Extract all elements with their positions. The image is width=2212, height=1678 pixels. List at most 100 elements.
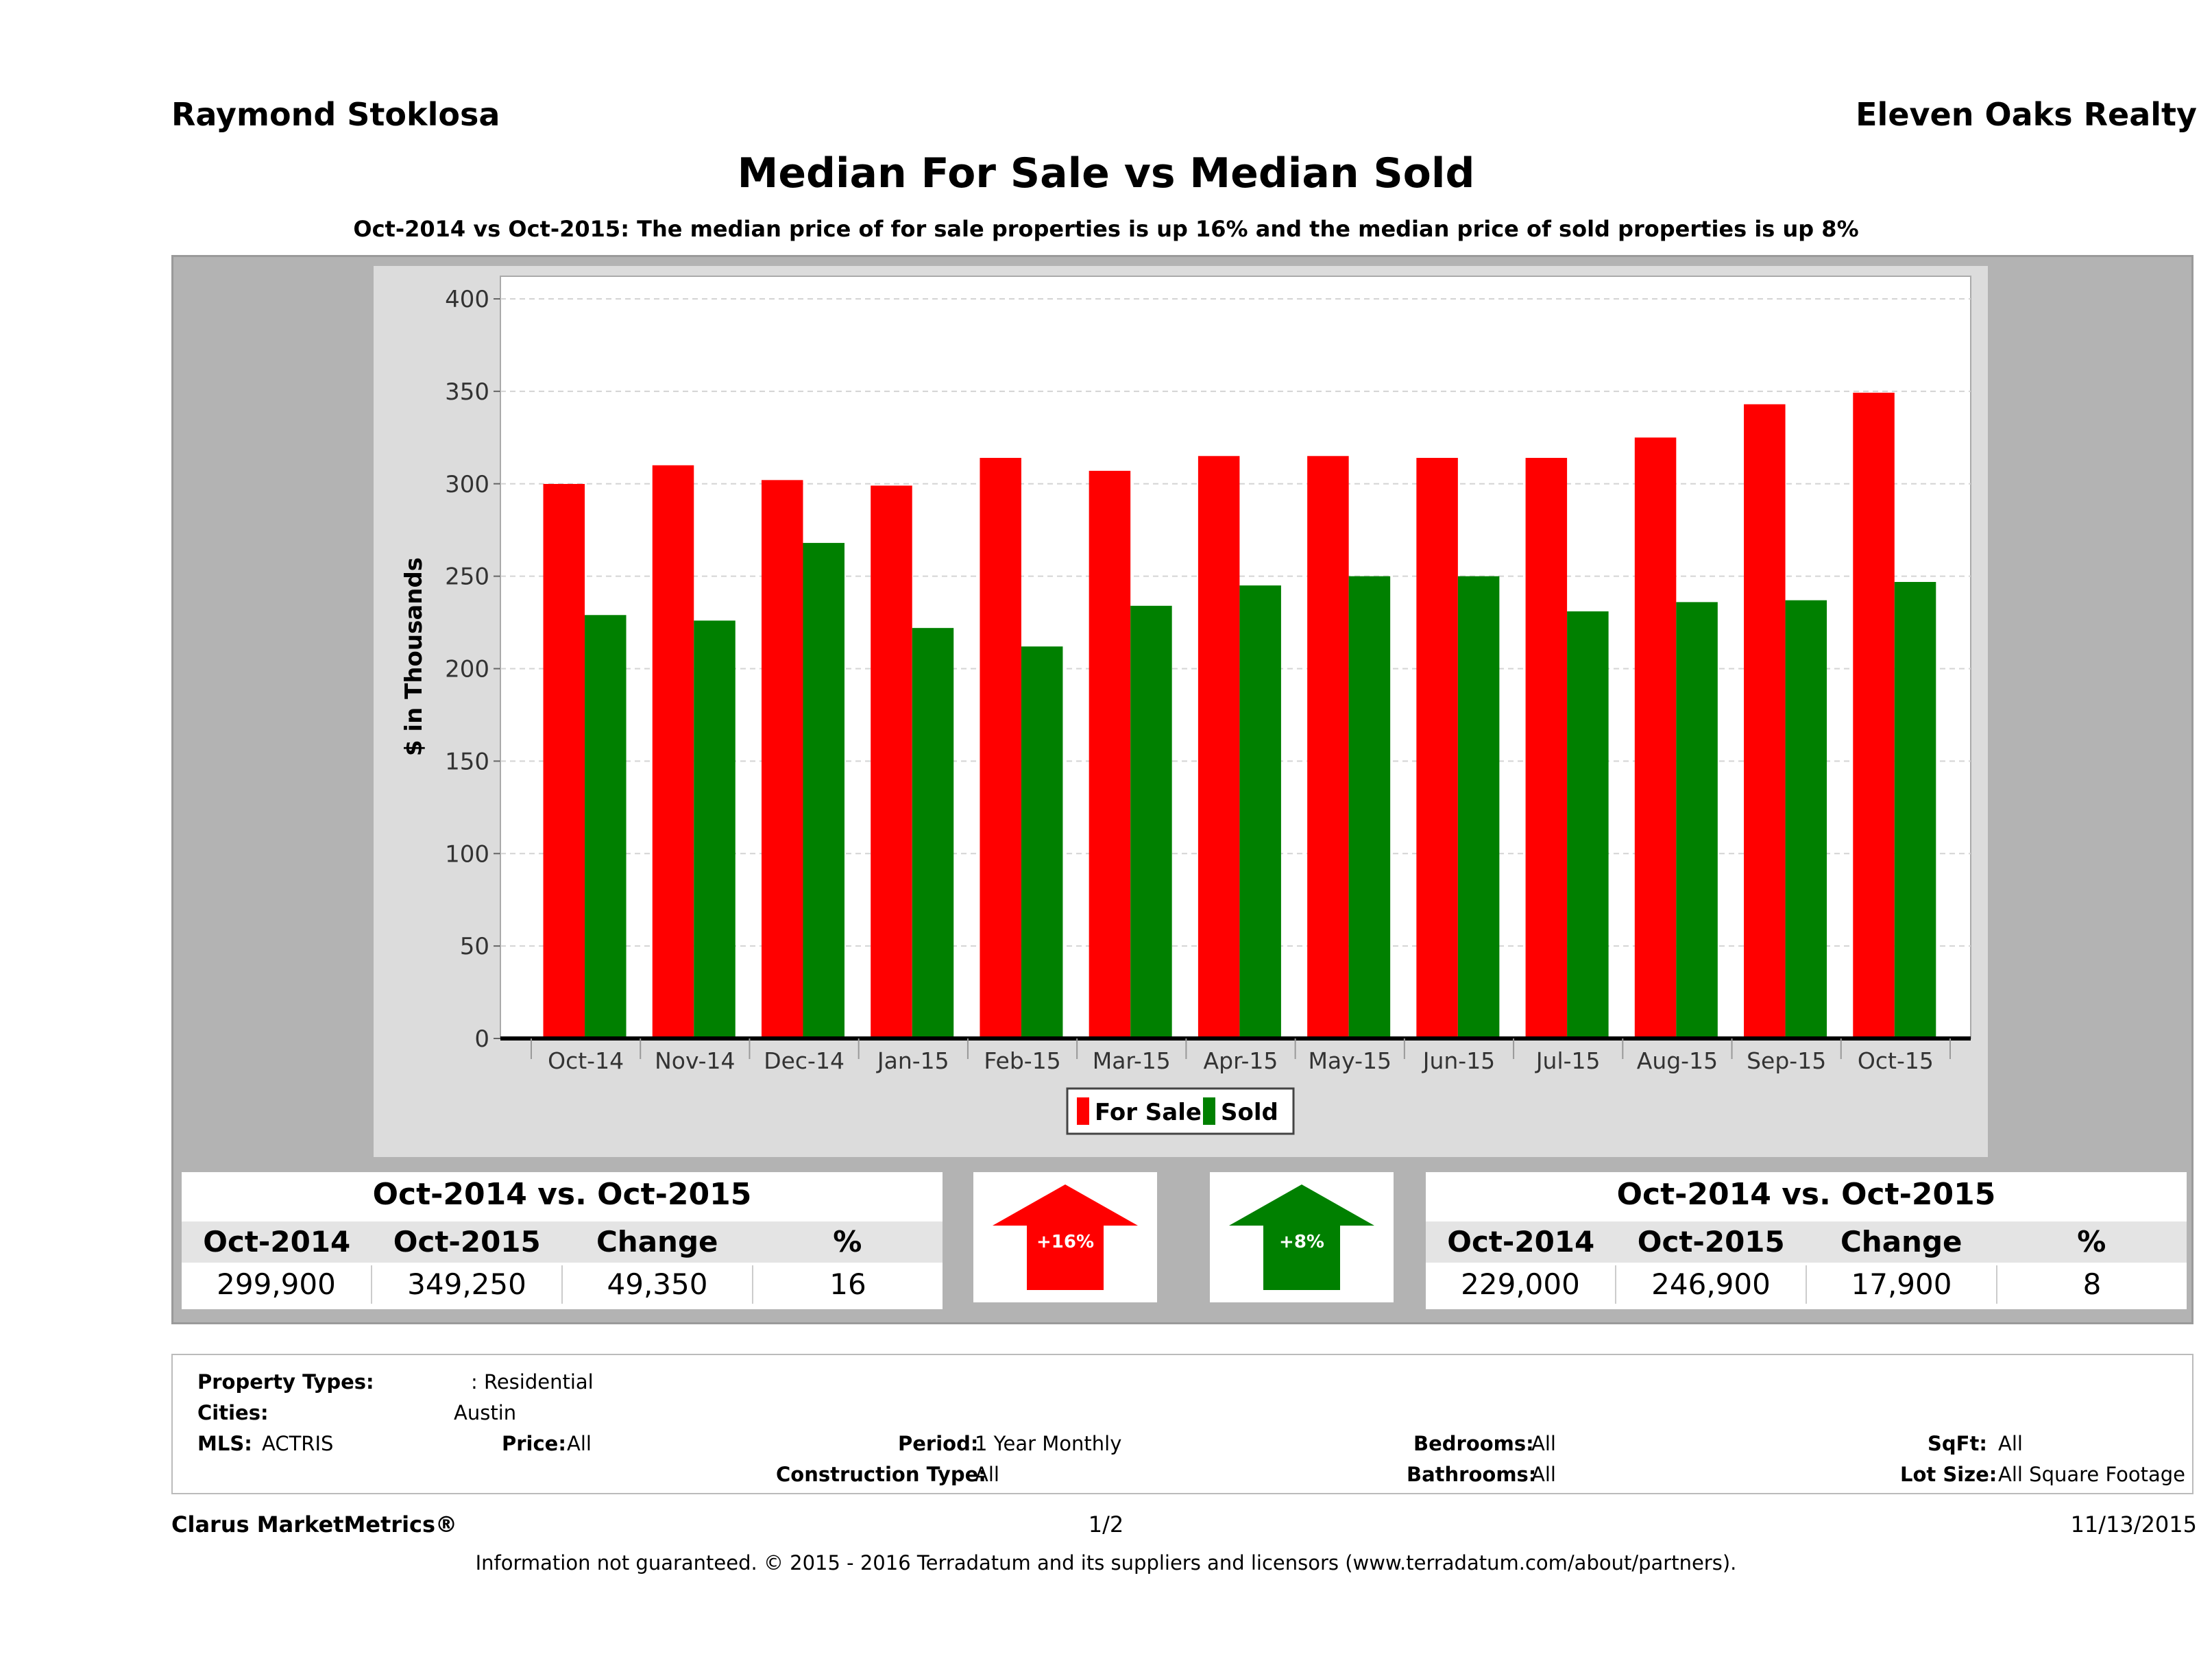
bar-sold	[912, 628, 954, 1038]
cities-label: Cities:	[197, 1401, 269, 1424]
sqft-label: SqFt:	[1928, 1432, 1987, 1455]
bar-sold	[1130, 605, 1172, 1038]
bar-sold	[585, 615, 627, 1038]
x-tick-label: Oct-14	[548, 1047, 624, 1074]
bar-sold	[694, 620, 736, 1038]
bar-sold	[1457, 576, 1500, 1038]
x-tick-label: Jun-15	[1422, 1047, 1495, 1074]
x-tick-label: Dec-14	[764, 1047, 844, 1074]
stats-table-sold: Oct-2014 vs. Oct-2015 Oct-2014 Oct-2015 …	[1426, 1172, 2187, 1309]
bar-for-sale	[543, 484, 585, 1038]
val-change: 49,350	[563, 1265, 753, 1304]
x-tick-label: Jul-15	[1535, 1047, 1601, 1074]
y-tick-label: 50	[460, 933, 489, 960]
bar-for-sale	[652, 465, 694, 1038]
sqft-value: All	[1998, 1432, 2023, 1455]
val-oct-2014: 229,000	[1426, 1265, 1616, 1304]
col-change: Change	[596, 1225, 718, 1258]
y-tick-label: 150	[445, 748, 489, 775]
disclaimer: Information not guaranteed. © 2015 - 201…	[475, 1551, 1737, 1574]
legend: For Sale Sold	[1066, 1087, 1295, 1135]
val-change: 17,900	[1807, 1265, 1997, 1304]
bathrooms-value: All	[1531, 1463, 1556, 1486]
val-percent: 8	[2082, 1267, 2102, 1301]
page-subtitle: Oct-2014 vs Oct-2015: The median price o…	[353, 216, 1859, 242]
lot-size-value: All Square Footage	[1998, 1463, 2186, 1486]
bar-for-sale	[1416, 457, 1458, 1038]
bar-sold	[803, 543, 844, 1038]
x-tick-label: Sep-15	[1747, 1047, 1826, 1074]
arrow-up-icon	[1229, 1184, 1374, 1290]
bar-sold	[1894, 581, 1936, 1038]
bar-sold	[1239, 585, 1281, 1038]
val-oct-2015: 246,900	[1616, 1265, 1807, 1304]
company-name: Eleven Oaks Realty	[1856, 96, 2197, 133]
x-tick-label: Oct-15	[1858, 1047, 1934, 1074]
bar-for-sale	[1307, 456, 1349, 1038]
bar-for-sale	[1089, 470, 1131, 1038]
y-tick-label: 200	[445, 656, 489, 683]
col-change: Change	[1840, 1225, 1962, 1258]
period-value: 1 Year Monthly	[975, 1432, 1122, 1455]
y-tick-label: 0	[474, 1025, 489, 1053]
agent-name: Raymond Stoklosa	[171, 96, 500, 133]
chart-panel: 0 50 100 150 200 250 300 350 400 Oct-14 Nov-14 Dec…	[374, 266, 1988, 1157]
bar-sold	[1348, 576, 1391, 1038]
bar-for-sale	[871, 485, 912, 1038]
stats-heading: Oct-2014 vs. Oct-2015	[1616, 1177, 1996, 1212]
val-oct-2015: 349,250	[372, 1265, 563, 1304]
val-oct-2014: 299,900	[182, 1265, 372, 1304]
x-tick-label: Mar-15	[1093, 1047, 1171, 1074]
bar-for-sale	[1853, 392, 1895, 1038]
bar-for-sale	[1634, 437, 1677, 1038]
col-oct-2014: Oct-2014	[1447, 1225, 1595, 1258]
cities-value: Austin	[454, 1401, 517, 1424]
stats-table-for-sale: Oct-2014 vs. Oct-2015 Oct-2014 Oct-2015 …	[182, 1172, 943, 1309]
x-tick-label: Aug-15	[1637, 1047, 1718, 1074]
bar-for-sale	[761, 480, 803, 1038]
bar-sold	[1567, 611, 1609, 1038]
y-axis-label: $ in Thousands	[400, 557, 428, 756]
x-tick-label: Feb-15	[984, 1047, 1060, 1074]
for-sale-change-label: +16%	[1036, 1232, 1094, 1252]
x-tick-label: Apr-15	[1204, 1047, 1278, 1074]
property-types-label: Property Types:	[197, 1370, 374, 1394]
mls-value: ACTRIS	[262, 1432, 334, 1455]
price-label: Price:	[502, 1432, 566, 1455]
report-date: 11/13/2015	[2070, 1511, 2197, 1537]
bar-for-sale	[980, 457, 1021, 1038]
period-label: Period:	[898, 1432, 979, 1455]
mls-label: MLS:	[197, 1432, 252, 1455]
lot-size-label: Lot Size:	[1900, 1463, 1997, 1486]
bathrooms-label: Bathrooms:	[1407, 1463, 1537, 1486]
y-tick-label: 400	[445, 286, 489, 313]
construction-type-label: Construction Type:	[776, 1463, 986, 1486]
arrow-up-icon	[993, 1184, 1138, 1290]
legend-label-for-sale: For Sale	[1095, 1099, 1202, 1126]
x-tick-label: Jan-15	[876, 1047, 949, 1074]
bar-for-sale	[1744, 404, 1786, 1038]
col-oct-2015: Oct-2015	[1637, 1225, 1785, 1258]
y-tick-label: 250	[445, 563, 489, 591]
y-tick-label: 300	[445, 471, 489, 498]
sold-change-label: +8%	[1279, 1232, 1324, 1252]
bedrooms-label: Bedrooms:	[1413, 1432, 1534, 1455]
col-percent: %	[2077, 1225, 2106, 1258]
bar-for-sale	[1198, 456, 1240, 1038]
bedrooms-value: All	[1531, 1432, 1556, 1455]
search-criteria: Property Types: : Residential Cities: Au…	[171, 1354, 2193, 1494]
price-value: All	[567, 1432, 592, 1455]
stats-heading: Oct-2014 vs. Oct-2015	[372, 1177, 752, 1212]
legend-swatch-for-sale	[1077, 1097, 1089, 1125]
y-tick-label: 100	[445, 840, 489, 868]
bar-for-sale	[1525, 457, 1568, 1038]
bar-sold	[1676, 602, 1718, 1038]
bar-sold	[1785, 600, 1827, 1038]
construction-type-value: All	[975, 1463, 999, 1486]
val-percent: 16	[829, 1267, 866, 1301]
x-tick-label: May-15	[1308, 1047, 1391, 1074]
bar-chart: 0 50 100 150 200 250 300 350 400 Oct-14 Nov-14 Dec…	[374, 266, 1988, 1157]
legend-label-sold: Sold	[1221, 1099, 1278, 1126]
sold-arrow-box: +8%	[1210, 1172, 1394, 1302]
property-types-value: : Residential	[471, 1370, 594, 1394]
